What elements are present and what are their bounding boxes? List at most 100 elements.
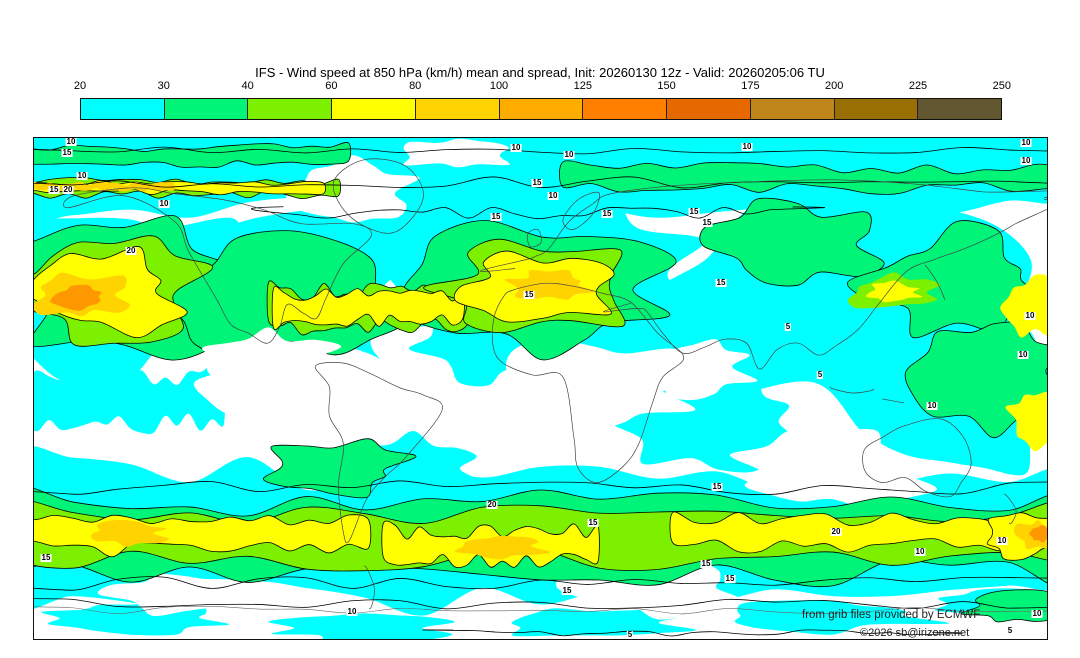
contour-label: 15 — [531, 178, 543, 187]
colorbar-segment — [163, 99, 248, 119]
contour-label: 10 — [1017, 350, 1029, 359]
contour-label: 15 — [700, 559, 712, 568]
contour-label: 5 — [816, 370, 824, 379]
coastline — [527, 228, 542, 248]
colorbar-segment — [917, 99, 1002, 119]
wind-speed-contour-plot — [34, 138, 1047, 639]
wind-speed-region — [669, 511, 1047, 554]
colorbar-segment — [833, 99, 918, 119]
contour-label: 10 — [547, 191, 559, 200]
contour-label: 10 — [158, 199, 170, 208]
wind-speed-region — [90, 519, 169, 547]
contour-label: 10 — [914, 547, 926, 556]
wind-speed-region — [358, 431, 478, 507]
wind-speed-region — [97, 573, 253, 617]
contour-label: 10 — [1020, 156, 1032, 165]
coastline — [882, 398, 905, 404]
spread-contour-line — [34, 146, 1047, 155]
attribution-copyright: ©2026 sb@irizone.net — [860, 627, 970, 639]
colorbar-segment — [247, 99, 332, 119]
coastline — [364, 565, 375, 609]
contour-label: 10 — [346, 607, 358, 616]
wind-speed-region — [1000, 274, 1047, 338]
contour-label: 10 — [741, 142, 753, 151]
contour-label: 10 — [1020, 138, 1032, 147]
contour-label: 15 — [701, 218, 713, 227]
contour-label: 20 — [830, 527, 842, 536]
colorbar-ticks: 20 30 40 60 80 100 125 150 175 200 225 250 — [74, 80, 1011, 94]
attribution-source: from grib files provided by ECMWF — [802, 609, 981, 621]
contour-label: 10 — [65, 137, 77, 146]
contour-label: 15 — [490, 212, 502, 221]
colorbar — [80, 98, 1002, 120]
wind-speed-region — [50, 284, 102, 311]
colorbar-tick-label: 125 — [573, 80, 592, 92]
coastline — [491, 282, 685, 483]
colorbar-segment — [498, 99, 583, 119]
colorbar-tick-label: 225 — [908, 80, 928, 92]
contour-label: 15 — [587, 518, 599, 527]
colorbar-segment — [331, 99, 415, 119]
coastline — [332, 158, 424, 234]
contour-label: 20 — [125, 246, 137, 255]
contour-label: 15 — [523, 290, 535, 299]
contour-label: 15 — [715, 278, 727, 287]
colorbar-segment — [749, 99, 834, 119]
spread-contour-line — [250, 206, 826, 220]
wind-speed-region — [202, 327, 342, 385]
wind-speed-region — [505, 339, 696, 442]
colorbar-segment — [666, 99, 750, 119]
spread-contour-line — [34, 176, 1047, 189]
contour-label: 10 — [510, 143, 522, 152]
wind-speed-region — [961, 589, 1047, 623]
spread-contour-line — [34, 598, 1047, 610]
spread-contour-line — [422, 629, 963, 637]
contour-label: 10 — [563, 150, 575, 159]
wind-speed-region — [268, 613, 455, 639]
colorbar-tick-label: 80 — [409, 80, 422, 92]
contour-label: 15 — [561, 586, 573, 595]
colorbar-tick-label: 200 — [825, 80, 844, 92]
colorbar-tick-label: 60 — [325, 80, 338, 92]
contour-label: 5 — [626, 630, 634, 639]
colorbar-segment — [582, 99, 667, 119]
contour-label: 5 — [1006, 626, 1014, 635]
contour-label: 15 — [61, 148, 73, 157]
coastline — [924, 264, 945, 301]
colorbar-tick-label: 150 — [657, 80, 676, 92]
coastline — [862, 418, 972, 498]
contour-label: 15 — [724, 574, 736, 583]
contour-label: 15 — [48, 185, 60, 194]
wind-speed-region — [286, 155, 420, 223]
wind-speed-region — [699, 197, 885, 287]
colorbar-tick-label: 100 — [489, 80, 509, 92]
colorbar-segment — [414, 99, 499, 119]
coastline — [1003, 494, 1017, 525]
wind-speed-region — [1005, 392, 1047, 452]
contour-label: 10 — [76, 171, 88, 180]
weather-map: 10 15 10 15 20 10 20 10 10 15 10 15 15 15 15 15 15 10 10 10… — [33, 137, 1048, 640]
chart-title: IFS - Wind speed at 850 hPa (km/h) mean … — [255, 65, 825, 80]
coastline — [562, 191, 600, 231]
contour-label: 10 — [1031, 609, 1043, 618]
coastline — [603, 198, 1047, 370]
colorbar-tick-label: 40 — [241, 80, 254, 92]
contour-label: 15 — [40, 553, 52, 562]
colorbar-segment — [81, 99, 164, 119]
wind-speed-region — [34, 365, 226, 435]
wind-speed-region — [271, 285, 465, 330]
wind-speed-region — [629, 339, 758, 401]
contour-label: 15 — [688, 207, 700, 216]
colorbar-tick-label: 175 — [741, 80, 760, 92]
spread-contour-line — [34, 605, 1047, 615]
contour-label: 20 — [486, 500, 498, 509]
coastline — [480, 179, 1047, 272]
contour-label: 5 — [784, 322, 792, 331]
contour-label: 15 — [711, 482, 723, 491]
contour-label: 10 — [926, 401, 938, 410]
contour-label: 10 — [1024, 311, 1036, 320]
coastline — [829, 386, 875, 394]
wind-speed-region — [403, 138, 510, 168]
contour-label: 10 — [996, 536, 1008, 545]
